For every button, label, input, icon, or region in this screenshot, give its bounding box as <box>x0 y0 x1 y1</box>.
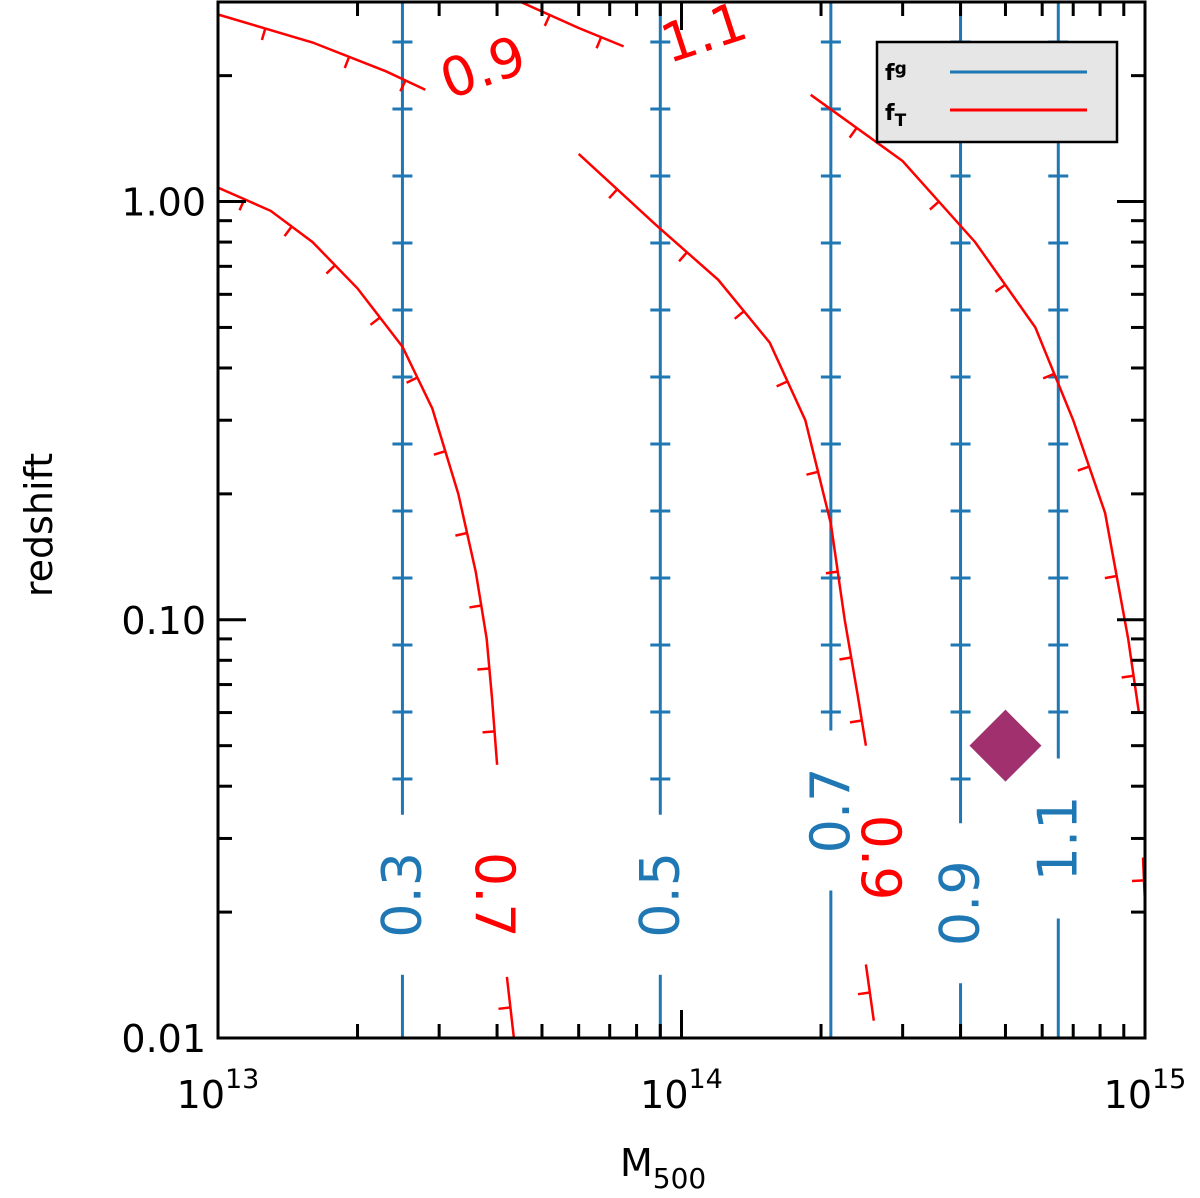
ft-contour-tick <box>343 56 351 69</box>
ft-contour-tick <box>678 251 688 263</box>
y-tick-label: 0.01 <box>121 1017 206 1061</box>
legend-ft-sub: T <box>895 111 907 131</box>
marker-layer <box>969 709 1042 782</box>
ft-contour-line <box>809 93 1141 713</box>
y-tick-label: 1.00 <box>121 181 206 225</box>
ft-contour-label: 0.9 <box>432 23 534 112</box>
ft-contour-line <box>217 13 426 91</box>
ft-contour-tick <box>283 225 293 237</box>
fg-contour-label: 0.3 <box>370 852 433 938</box>
ft-contour-tick <box>482 730 495 734</box>
legend-fg-sub: g <box>895 59 907 79</box>
ft-contour-tick <box>325 264 336 275</box>
ft-contour-line <box>520 0 625 48</box>
x-tick-label: 1013 <box>177 1064 260 1117</box>
ft-contour-tick <box>1131 879 1145 883</box>
legend-fg-name: f <box>885 61 895 86</box>
ft-contour-tick <box>733 310 745 320</box>
ft-contour-tick <box>849 719 863 724</box>
legend: fg fT <box>875 40 1119 144</box>
ft-contour-label: 1.1 <box>653 0 754 76</box>
ft-contour-tick <box>929 200 940 211</box>
axes: 0.01 0.10 1.00 1013 1014 1015 <box>121 0 1187 1117</box>
ft-contour-tick <box>1104 574 1117 580</box>
ft-contour-tick <box>498 1006 511 1011</box>
ft-contour-tick <box>1121 674 1134 679</box>
x-axis-title: M500 <box>620 1141 706 1195</box>
legend-box <box>875 40 1119 144</box>
x-tick-label: 1015 <box>1104 1064 1187 1117</box>
ft-contour-tick <box>455 531 468 537</box>
ft-contour-tick <box>776 380 789 388</box>
ft-contour-tick <box>806 470 819 476</box>
x-axis-title-main: M <box>620 1141 653 1185</box>
ft-contour-tick <box>825 570 838 575</box>
ft-contour-line <box>217 186 499 765</box>
y-tick-label: 0.10 <box>121 599 206 643</box>
ft-contour-tick <box>477 667 490 671</box>
diamond-marker <box>969 709 1042 782</box>
ft-contour-tick <box>839 656 852 661</box>
ft-contour-tick <box>857 991 871 996</box>
ft-contour-tick <box>399 79 407 92</box>
y-axis-title: redshift <box>17 453 61 597</box>
ft-contour-tick <box>543 14 551 27</box>
ft-contour-label: 0.9 <box>849 815 912 901</box>
ft-contour-tick <box>369 316 381 326</box>
ft-contours <box>217 0 1147 1039</box>
contour-labels: 0.3 0.50.70.91.10.7 0.90.9 1.1 <box>370 0 1089 946</box>
ft-contour-line <box>577 152 868 746</box>
ft-contour-tick <box>608 188 619 200</box>
fg-contour-label: 1.1 <box>1026 796 1089 882</box>
ft-contour-tick <box>469 604 482 609</box>
ft-contour-label: 0.7 <box>463 852 526 938</box>
ft-contour-tick <box>848 127 858 139</box>
legend-ft-name: f <box>885 101 895 126</box>
fg-contour-label: 0.9 <box>929 860 992 946</box>
ft-contour-tick <box>406 376 418 384</box>
x-tick-label: 1014 <box>640 1064 723 1117</box>
legend-label-fg: fg <box>885 59 907 86</box>
ft-contour-tick <box>1042 372 1055 380</box>
ft-contour-tick <box>595 36 603 49</box>
ft-contour-tick <box>994 283 1006 293</box>
x-axis-title-sub: 500 <box>653 1162 706 1195</box>
fg-contour-label: 0.5 <box>628 852 691 938</box>
fg-contour-label: 0.7 <box>799 768 862 854</box>
legend-label-ft: fT <box>885 101 907 131</box>
ft-contour-tick <box>433 449 446 456</box>
ft-contour-tick <box>1077 465 1090 472</box>
ft-contour-tick <box>260 28 267 41</box>
